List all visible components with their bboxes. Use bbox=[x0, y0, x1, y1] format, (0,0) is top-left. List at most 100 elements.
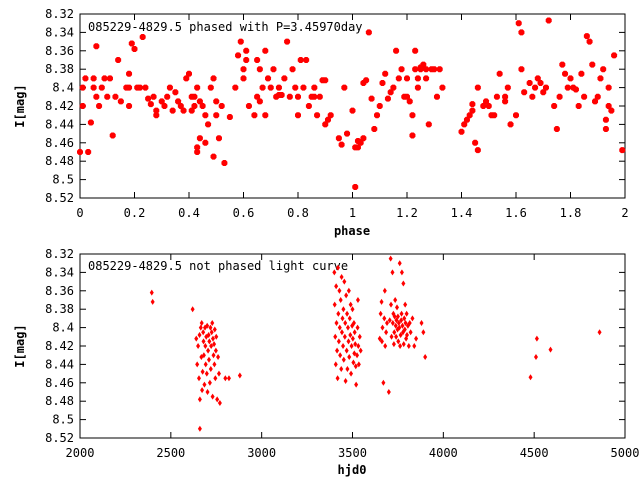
unphased-data-point bbox=[338, 297, 343, 303]
phased-data-point bbox=[327, 112, 334, 119]
phased-data-point bbox=[534, 75, 541, 82]
unphased-data-point bbox=[345, 366, 350, 372]
unphased-data-point bbox=[399, 317, 404, 324]
unphased-data-point bbox=[421, 329, 426, 336]
phased-y-tick-label: 8.44 bbox=[45, 117, 74, 131]
unphased-data-point bbox=[343, 377, 348, 384]
unphased-x-tick-label: 4500 bbox=[520, 446, 549, 460]
phased-y-tick-label: 8.34 bbox=[45, 25, 74, 39]
unphased-data-point bbox=[394, 333, 399, 340]
unphased-data-point bbox=[356, 343, 361, 349]
unphased-data-point bbox=[406, 343, 411, 349]
unphased-data-point bbox=[335, 347, 340, 354]
phased-data-point bbox=[507, 121, 514, 128]
phased-data-point bbox=[322, 77, 329, 84]
unphased-data-point bbox=[341, 343, 346, 349]
phased-data-point bbox=[213, 112, 220, 119]
unphased-data-point bbox=[337, 287, 342, 294]
phased-data-point bbox=[619, 147, 626, 154]
unphased-data-point bbox=[332, 301, 337, 308]
phased-data-point bbox=[205, 121, 212, 128]
phased-data-point bbox=[589, 61, 596, 68]
unphased-data-point bbox=[350, 335, 355, 342]
phased-x-ticks: 0 0.2 0.4 0.6 0.8 1 1.2 1.4 1.6 1.8 2 bbox=[76, 14, 629, 220]
phased-data-point bbox=[85, 149, 92, 155]
unphased-data-point bbox=[414, 335, 419, 342]
phased-data-point bbox=[77, 149, 83, 155]
phased-data-point bbox=[493, 93, 500, 100]
phased-data-point bbox=[314, 112, 321, 119]
phased-data-point bbox=[210, 153, 217, 160]
unphased-data-point bbox=[384, 329, 389, 336]
unphased-y-tick-label: 8.5 bbox=[52, 413, 74, 427]
unphased-data-point bbox=[347, 354, 352, 361]
unphased-data-point bbox=[203, 361, 208, 368]
unphased-data-point bbox=[382, 287, 387, 294]
unphased-data-point bbox=[380, 324, 385, 331]
unphased-data-point bbox=[333, 333, 338, 340]
unphased-data-point bbox=[340, 315, 345, 322]
phased-data-point bbox=[281, 75, 288, 82]
unphased-data-point bbox=[352, 329, 357, 336]
phased-x-tick-label: 0.4 bbox=[178, 206, 200, 220]
unphased-data-point bbox=[351, 359, 356, 366]
phased-data-point bbox=[605, 103, 612, 109]
phased-data-point bbox=[439, 84, 446, 91]
phased-data-point bbox=[262, 47, 269, 54]
phased-data-point bbox=[360, 135, 367, 142]
unphased-data-point bbox=[350, 306, 355, 313]
phased-data-point bbox=[496, 70, 503, 77]
phased-data-point bbox=[275, 84, 282, 91]
unphased-data-point bbox=[213, 375, 218, 382]
unphased-data-point bbox=[216, 370, 221, 377]
unphased-x-tick-label: 5000 bbox=[611, 446, 640, 460]
unphased-data-point bbox=[528, 374, 533, 381]
unphased-data-point bbox=[335, 264, 340, 271]
phased-data-point bbox=[594, 93, 601, 100]
phased-data-point bbox=[463, 116, 470, 123]
phased-data-point bbox=[164, 93, 171, 100]
phased-x-tick-label: 0.2 bbox=[124, 206, 146, 220]
unphased-data-point bbox=[200, 368, 205, 375]
phased-data-point bbox=[256, 98, 263, 105]
phased-data-point bbox=[188, 107, 195, 114]
unphased-data-point bbox=[379, 298, 384, 305]
unphased-data-point bbox=[334, 320, 339, 326]
phased-data-point bbox=[202, 139, 209, 146]
phased-data-point bbox=[572, 86, 579, 93]
phased-data-point bbox=[87, 119, 94, 126]
phased-y-tick-label: 8.32 bbox=[45, 7, 74, 21]
phased-data-point bbox=[196, 98, 203, 105]
unphased-data-point bbox=[401, 341, 406, 348]
phased-data-point bbox=[265, 75, 272, 82]
phased-data-point bbox=[433, 93, 440, 100]
unphased-data-point bbox=[338, 352, 343, 359]
phased-data-point bbox=[207, 84, 214, 91]
phased-data-point bbox=[202, 112, 209, 119]
unphased-data-point bbox=[215, 396, 220, 403]
phased-data-point bbox=[194, 84, 201, 91]
unphased-data-point bbox=[399, 269, 404, 276]
phased-data-point bbox=[106, 75, 113, 82]
phased-data-point bbox=[485, 103, 492, 109]
phased-data-point bbox=[602, 116, 609, 123]
phased-data-point bbox=[117, 98, 124, 105]
unphased-y-tick-label: 8.52 bbox=[45, 431, 74, 445]
phased-data-point bbox=[147, 101, 154, 108]
unphased-data-point bbox=[388, 255, 393, 262]
unphased-data-point bbox=[348, 301, 353, 308]
phased-data-point bbox=[90, 75, 97, 82]
phased-data-point bbox=[196, 135, 203, 142]
unphased-data-point bbox=[399, 310, 404, 317]
unphased-data-point bbox=[197, 396, 202, 403]
unphased-data-point bbox=[407, 320, 412, 326]
phased-data-point bbox=[384, 95, 391, 102]
phased-data-point bbox=[289, 66, 296, 73]
phased-data-point bbox=[82, 75, 89, 82]
unphased-data-point bbox=[237, 372, 242, 379]
unphased-data-point bbox=[379, 338, 384, 345]
phased-data-point bbox=[551, 103, 558, 109]
unphased-data-point bbox=[342, 333, 347, 340]
unphased-data-point bbox=[395, 313, 400, 320]
phased-y-tick-label: 8.5 bbox=[52, 173, 74, 187]
